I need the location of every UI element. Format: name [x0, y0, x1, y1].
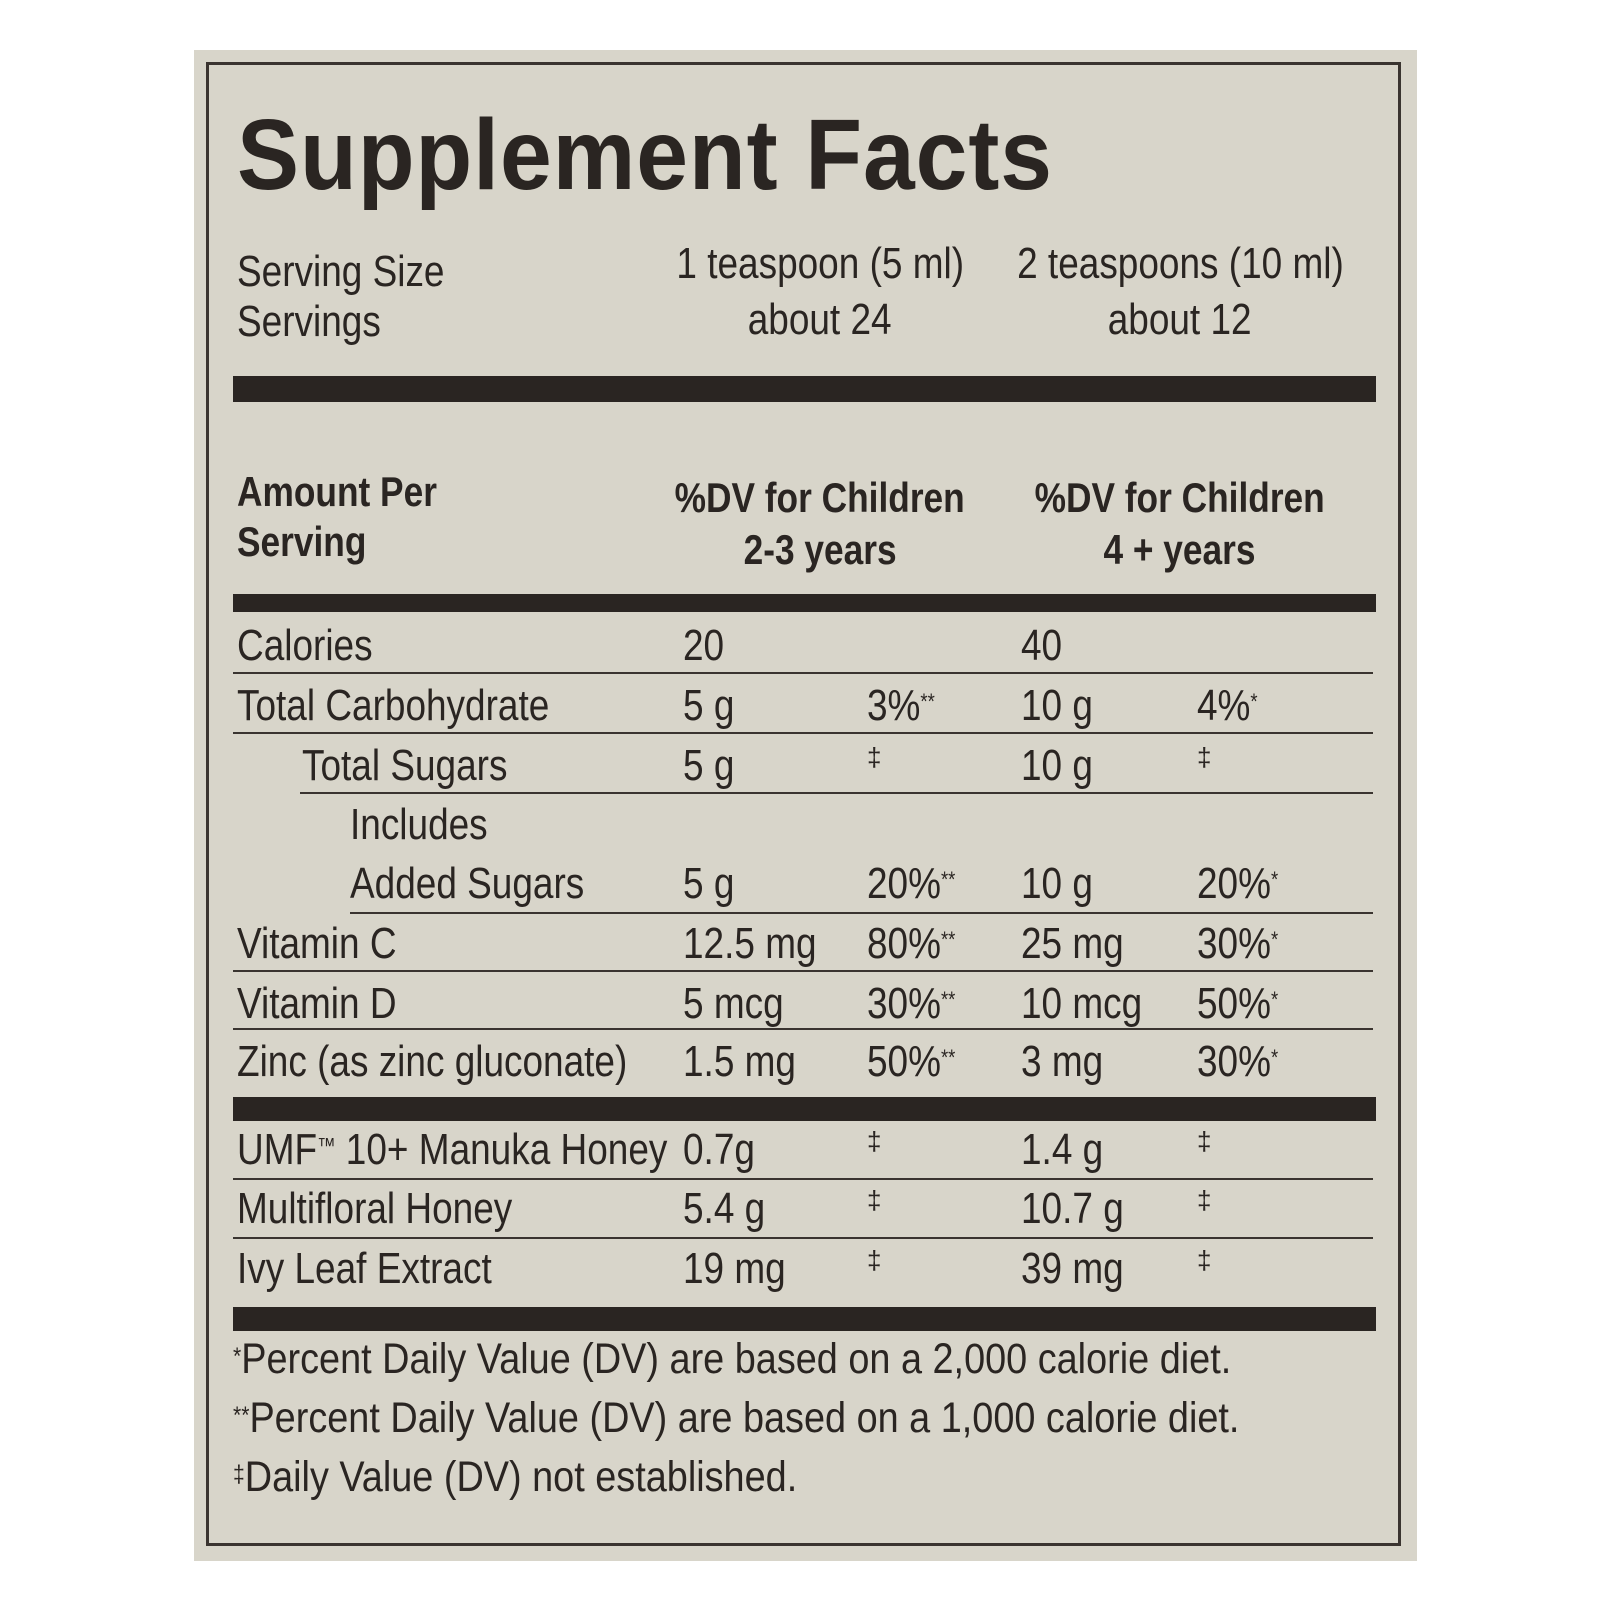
dv-col1: 80%**: [867, 919, 956, 968]
nutrient-name-line1: Includes: [350, 800, 488, 849]
dv-col2-footnote-mark: *: [1250, 689, 1258, 714]
amount-col2: 10 g: [1021, 741, 1093, 790]
dv-col2: 20%*: [1197, 859, 1279, 908]
nutrient-name: Added Sugars: [350, 859, 585, 908]
dv-col2: 30%*: [1197, 919, 1279, 968]
ingredient-name: Ivy Leaf Extract: [237, 1244, 492, 1293]
amount-per-header: Amount Per: [237, 468, 437, 515]
amount-col1: 12.5 mg: [683, 919, 817, 968]
dv-col1: 30%**: [867, 979, 956, 1028]
row-divider: [233, 672, 1373, 674]
dv-col2-footnote-mark: *: [1270, 1045, 1279, 1070]
ingredient-name: UMF™ 10+ Manuka Honey: [237, 1125, 668, 1174]
trademark-mark: ™: [317, 1133, 336, 1158]
amount-col2: 10 g: [1021, 859, 1093, 908]
amount-col1: 20: [683, 621, 725, 670]
ingredient-name: Multifloral Honey: [237, 1184, 513, 1233]
dv-col2-not-established: ‡: [1197, 1245, 1212, 1275]
dv-col1-footnote-mark: **: [940, 927, 956, 952]
col1-servings: about 24: [748, 295, 892, 344]
row-divider: [233, 732, 1373, 734]
title-text: Supplement Facts: [237, 99, 1053, 211]
dv-col2-not-established: ‡: [1197, 742, 1212, 772]
dv-col1-not-established: ‡: [867, 1126, 882, 1156]
footnote-mark: *: [233, 1343, 242, 1370]
nutrient-name: Total Carbohydrate: [237, 681, 550, 730]
col2-header-line1: %DV for Children: [1034, 474, 1326, 521]
footnote-mark: **: [233, 1402, 250, 1429]
amount-col1: 19 mg: [683, 1244, 786, 1293]
col2-header-line2: 4 + years: [1103, 526, 1257, 573]
row-divider: [233, 970, 1373, 972]
amount-col1: 0.7g: [683, 1125, 755, 1174]
nutrient-name: Calories: [237, 621, 373, 670]
amount-col2: 3 mg: [1021, 1037, 1104, 1086]
footnote: ‡Daily Value (DV) not established.: [233, 1453, 798, 1501]
dv-col1: 20%**: [867, 859, 956, 908]
footnote: *Percent Daily Value (DV) are based on a…: [233, 1335, 1232, 1383]
row-divider: [233, 1178, 1373, 1180]
amount-col1: 5.4 g: [683, 1184, 766, 1233]
dv-col2-not-established: ‡: [1197, 1126, 1212, 1156]
col2-servings: about 12: [1108, 295, 1252, 344]
amount-col2: 10 mcg: [1021, 979, 1143, 1028]
col2-serving-size: 2 teaspoons (10 ml): [1016, 239, 1344, 288]
thick-divider: [233, 376, 1376, 402]
dv-col2: 50%*: [1197, 979, 1279, 1028]
col1-serving-size: 1 teaspoon (5 ml): [676, 239, 964, 288]
dv-col2-footnote-mark: *: [1270, 987, 1279, 1012]
dv-col1: 50%**: [867, 1037, 956, 1086]
serving-header: Serving: [237, 518, 367, 565]
dv-col2-not-established: ‡: [1197, 1185, 1212, 1215]
dv-col1: 3%**: [867, 681, 935, 730]
row-divider: [233, 1028, 1373, 1030]
col1-header-line1: %DV for Children: [674, 474, 966, 521]
amount-col2: 10.7 g: [1021, 1184, 1124, 1233]
amount-col1: 5 g: [683, 859, 735, 908]
amount-col1: 5 g: [683, 741, 735, 790]
amount-col1: 1.5 mg: [683, 1037, 796, 1086]
nutrient-name: Vitamin C: [237, 919, 397, 968]
row-divider: [233, 1237, 1373, 1239]
amount-col2: 40: [1021, 621, 1063, 670]
amount-col1: 5 mcg: [683, 979, 784, 1028]
dv-col1-footnote-mark: **: [940, 1045, 956, 1070]
footnote: **Percent Daily Value (DV) are based on …: [233, 1394, 1240, 1442]
header-divider: [233, 594, 1376, 612]
col1-header-line2: 2-3 years: [743, 526, 897, 573]
nutrient-name: Zinc (as zinc gluconate): [237, 1037, 628, 1086]
amount-col2: 1.4 g: [1021, 1125, 1104, 1174]
dv-col1-not-established: ‡: [867, 1185, 882, 1215]
nutrient-name: Vitamin D: [237, 979, 397, 1028]
section-divider: [233, 1097, 1376, 1121]
dv-col1-not-established: ‡: [867, 742, 882, 772]
dv-col2-footnote-mark: *: [1270, 927, 1279, 952]
dv-col2: 30%*: [1197, 1037, 1279, 1086]
page-title: Supplement Facts: [237, 95, 1114, 215]
dv-col1-footnote-mark: **: [920, 689, 935, 714]
amount-col2: 10 g: [1021, 681, 1093, 730]
nutrient-name: Total Sugars: [302, 741, 508, 790]
amount-col2: 39 mg: [1021, 1244, 1124, 1293]
footnote-mark: ‡: [233, 1461, 245, 1488]
amount-col2: 25 mg: [1021, 919, 1124, 968]
row-divider: [300, 792, 1373, 794]
dv-col1-not-established: ‡: [867, 1245, 882, 1275]
dv-col1-footnote-mark: **: [940, 987, 956, 1012]
amount-col1: 5 g: [683, 681, 735, 730]
dv-col2: 4%*: [1197, 681, 1258, 730]
dv-col2-footnote-mark: *: [1270, 867, 1279, 892]
footer-divider: [233, 1307, 1376, 1331]
label-border: [206, 62, 1401, 1546]
servings-label: Servings: [237, 297, 381, 346]
row-divider: [350, 912, 1373, 914]
dv-col1-footnote-mark: **: [940, 867, 956, 892]
serving-size-label: Serving Size: [237, 247, 445, 296]
